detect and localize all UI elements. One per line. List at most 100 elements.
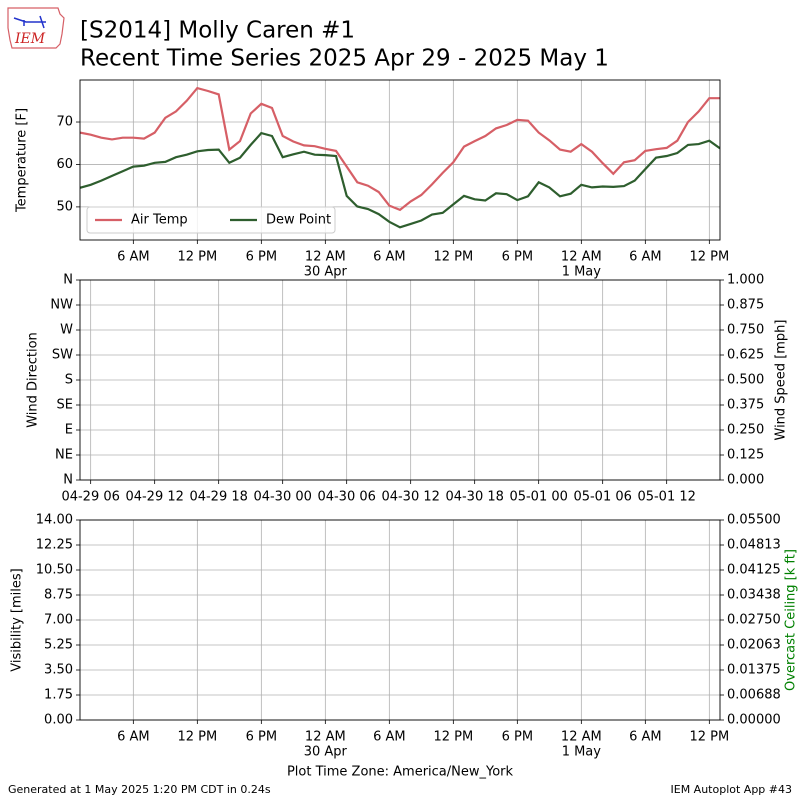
x-tick-label: 6 AM xyxy=(373,730,406,745)
x-tick-label: 04-30 06 xyxy=(317,490,375,505)
x-tick-label: 04-29 18 xyxy=(189,490,247,505)
x-tick-label: 6 PM xyxy=(246,250,277,265)
y-tick-label: 7.00 xyxy=(44,613,73,628)
logo-text: IEM xyxy=(14,31,46,47)
legend-label: Dew Point xyxy=(266,213,331,228)
y2-tick-label: 1.000 xyxy=(727,273,764,288)
y-tick-label: N xyxy=(63,473,73,488)
x-tick-label: 12 AM xyxy=(305,250,346,265)
y2-tick-label: 0.00000 xyxy=(727,713,781,728)
y2-axis-label: Overcast Ceiling [k ft] xyxy=(784,549,799,691)
x-tick-label: 12 PM xyxy=(689,250,729,265)
x-tick-label: 04-29 12 xyxy=(125,490,183,505)
y2-tick-label: 0.02063 xyxy=(727,638,781,653)
x-tick-label: 12 PM xyxy=(177,250,217,265)
y2-tick-label: 0.02750 xyxy=(727,613,781,628)
y2-tick-label: 0.04125 xyxy=(727,563,781,578)
logo-outline xyxy=(7,7,65,49)
x-tick-sublabel: 1 May xyxy=(562,745,602,760)
y-tick-label: E xyxy=(65,423,73,438)
y-tick-label: 12.25 xyxy=(36,538,73,553)
legend: Air Temp Dew Point xyxy=(86,206,336,234)
x-tick-label: 6 AM xyxy=(117,250,150,265)
y2-tick-label: 0.250 xyxy=(727,423,764,438)
x-tick-sublabel: 30 Apr xyxy=(304,745,348,760)
x-tick-label: 04-29 06 xyxy=(61,490,119,505)
y2-tick-label: 0.500 xyxy=(727,373,764,388)
y-tick-label: NE xyxy=(55,448,73,463)
x-tick-label: 05-01 06 xyxy=(573,490,631,505)
y2-tick-label: 0.05500 xyxy=(727,513,781,528)
title-line: [S2014] Molly Caren #1 xyxy=(80,18,355,44)
plot-frame xyxy=(79,79,721,241)
legend-box xyxy=(86,206,336,234)
panel: 04-29 06 04-29 12 04-29 18 04-30 00 04-30 06… xyxy=(26,273,789,505)
x-tick-sublabel: 1 May xyxy=(562,265,602,280)
y2-tick-label: 0.000 xyxy=(727,473,764,488)
y-axis-label: Temperature [F] xyxy=(15,108,30,213)
x-tick-label: 12 PM xyxy=(433,250,473,265)
title-line: Recent Time Series 2025 Apr 29 - 2025 Ma… xyxy=(80,46,609,72)
plot-frame xyxy=(79,279,721,481)
y-tick-label: 0.00 xyxy=(44,713,73,728)
y-axis-label: Visibility [miles] xyxy=(10,568,25,671)
y2-tick-label: 0.625 xyxy=(727,348,764,363)
y2-tick-label: 0.375 xyxy=(727,398,764,413)
y-tick-label: 3.50 xyxy=(44,663,73,678)
x-axis-label: Plot Time Zone: America/New_York xyxy=(287,765,514,780)
x-tick-label: 05-01 12 xyxy=(637,490,695,505)
y2-tick-label: 0.04813 xyxy=(727,538,781,553)
x-tick-label: 6 PM xyxy=(246,730,277,745)
y-tick-label: 60 xyxy=(56,157,73,172)
y-tick-label: NW xyxy=(50,298,73,313)
y-axis-label: Wind Direction xyxy=(26,332,41,428)
logo: IEM xyxy=(7,7,65,49)
x-tick-label: 6 AM xyxy=(629,730,662,745)
y-tick-label: 8.75 xyxy=(44,588,73,603)
y-tick-label: 14.00 xyxy=(36,513,73,528)
y2-tick-label: 0.00688 xyxy=(727,688,781,703)
y-tick-label: SE xyxy=(57,398,73,413)
x-tick-label: 6 AM xyxy=(373,250,406,265)
x-tick-label: 04-30 12 xyxy=(381,490,439,505)
y2-tick-label: 0.01375 xyxy=(727,663,781,678)
series-line xyxy=(80,131,720,229)
y-tick-label: SW xyxy=(52,348,73,363)
legend-label: Air Temp xyxy=(131,213,188,228)
y-tick-label: W xyxy=(60,323,73,338)
y-tick-label: 5.25 xyxy=(44,638,73,653)
x-tick-label: 05-01 00 xyxy=(509,490,567,505)
y-tick-label: N xyxy=(63,273,73,288)
plot-frame xyxy=(79,519,721,721)
x-tick-label: 6 AM xyxy=(117,730,150,745)
x-tick-label: 12 AM xyxy=(561,730,602,745)
x-tick-label: 12 PM xyxy=(177,730,217,745)
x-tick-label: 12 AM xyxy=(561,250,602,265)
x-tick-label: 6 PM xyxy=(502,250,533,265)
y-tick-label: 50 xyxy=(56,199,73,214)
x-tick-label: 6 AM xyxy=(629,250,662,265)
y2-tick-label: 0.875 xyxy=(727,298,764,313)
x-tick-label: 12 AM xyxy=(305,730,346,745)
series-line xyxy=(80,86,720,212)
y2-tick-label: 0.125 xyxy=(727,448,764,463)
logo-mark xyxy=(13,15,46,29)
x-tick-label: 04-30 00 xyxy=(253,490,311,505)
x-tick-label: 12 PM xyxy=(433,730,473,745)
x-tick-label: 6 PM xyxy=(502,730,533,745)
y-tick-label: 70 xyxy=(56,115,73,130)
y-tick-label: 10.50 xyxy=(36,563,73,578)
footer-left: Generated at 1 May 2025 1:20 PM CDT in 0… xyxy=(8,783,271,796)
y2-axis-label: Wind Speed [mph] xyxy=(774,320,789,441)
y-tick-label: 1.75 xyxy=(44,688,73,703)
footer-right: IEM Autoplot App #43 xyxy=(671,783,793,796)
x-tick-label: 12 PM xyxy=(689,730,729,745)
y2-tick-label: 0.750 xyxy=(727,323,764,338)
y2-tick-label: 0.03438 xyxy=(727,588,781,603)
x-tick-label: 04-30 18 xyxy=(445,490,503,505)
x-tick-sublabel: 30 Apr xyxy=(304,265,348,280)
y-tick-label: S xyxy=(65,373,73,388)
